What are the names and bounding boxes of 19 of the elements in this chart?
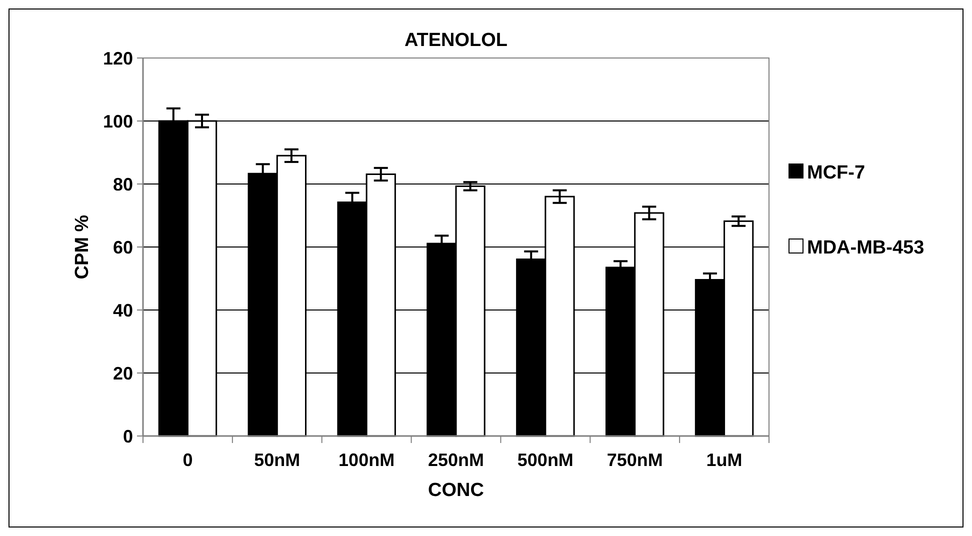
y-tick-label: 120 (102, 48, 133, 68)
legend-label: MDA-MB-453 (807, 238, 924, 259)
y-axis-title: CPM % (72, 214, 93, 280)
x-axis-title: CONC (428, 480, 484, 501)
x-tick-label: 100nM (338, 450, 395, 470)
y-tick-label: 20 (112, 363, 133, 384)
legend-label: MCF-7 (807, 162, 866, 184)
x-tick-label: 50nM (254, 450, 300, 470)
x-tick-label: 0 (182, 450, 193, 470)
y-tick-label: 80 (112, 174, 133, 194)
x-tick-label: 1uM (706, 450, 742, 470)
y-tick-label: 0 (122, 426, 133, 446)
x-tick-label: 250nM (428, 450, 484, 470)
x-tick-label: 500nM (517, 450, 574, 470)
x-tick-label: 750nM (606, 450, 663, 470)
y-tick-label: 60 (112, 237, 133, 258)
y-tick-label: 40 (112, 300, 133, 320)
y-tick-label: 100 (102, 111, 133, 132)
chart-title: ATENOLOL (404, 30, 508, 51)
